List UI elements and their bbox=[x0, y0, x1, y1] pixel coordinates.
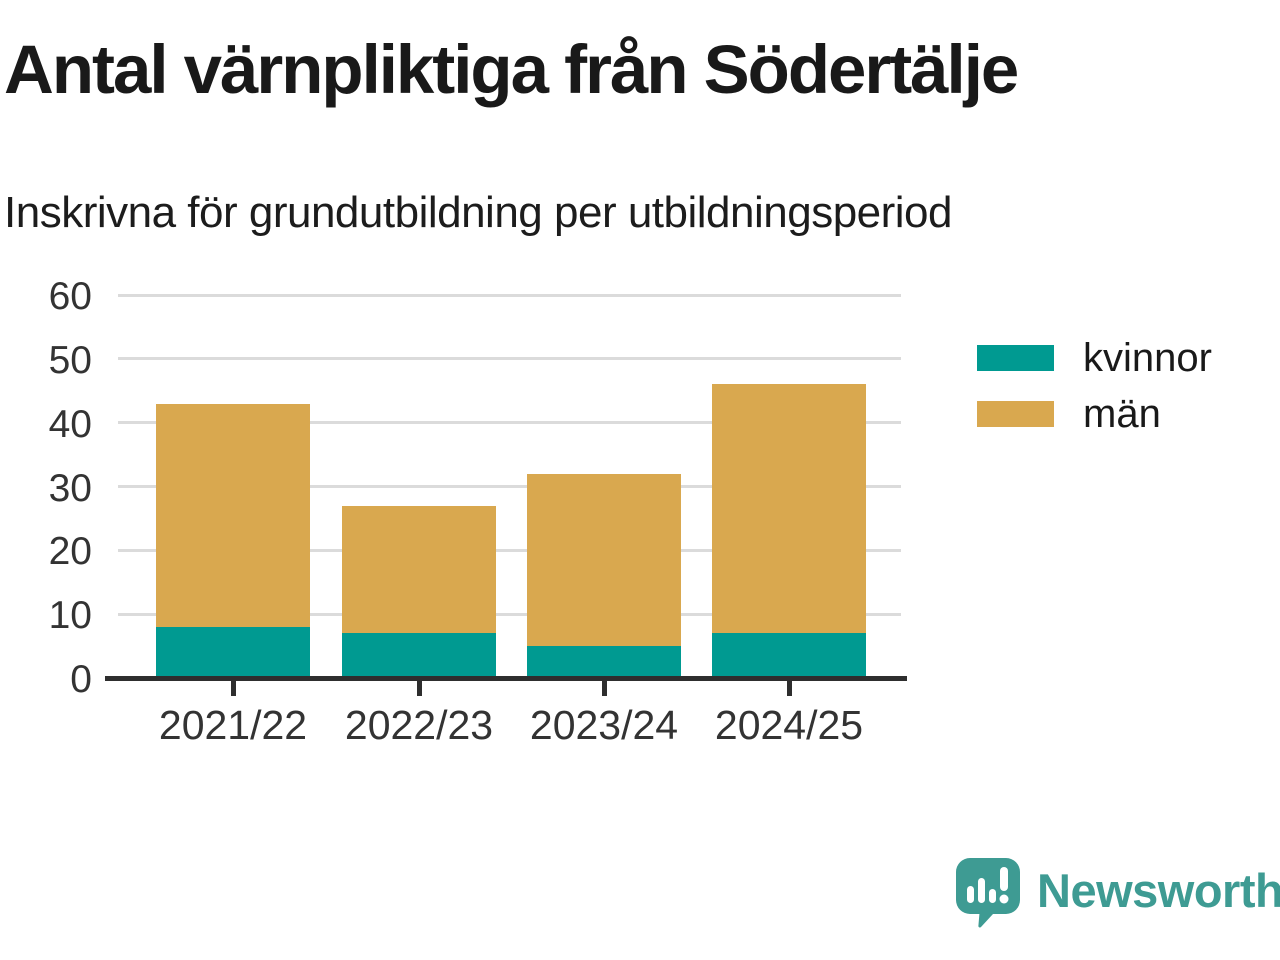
bar-segment-kvinnor bbox=[527, 646, 681, 678]
x-tick-label: 2022/23 bbox=[344, 702, 494, 748]
legend: kvinnor män bbox=[977, 330, 1212, 442]
gridline bbox=[118, 421, 901, 425]
y-tick-label: 0 bbox=[70, 658, 92, 701]
x-tick-mark bbox=[601, 681, 607, 696]
legend-swatch bbox=[977, 345, 1054, 371]
bar-segment-mn bbox=[156, 403, 310, 627]
bar-segment-kvinnor bbox=[156, 626, 310, 678]
bar-segment-mn bbox=[527, 473, 681, 647]
gridline bbox=[118, 548, 901, 552]
chart-title: Antal värnpliktiga från Södertälje bbox=[4, 31, 1019, 108]
y-tick-label: 30 bbox=[48, 466, 92, 510]
brand-footer: Newsworthy bbox=[954, 856, 1280, 933]
y-tick-label: 50 bbox=[48, 338, 92, 382]
legend-swatch bbox=[977, 401, 1054, 427]
chart-subtitle: Inskrivna för grundutbildning per utbild… bbox=[4, 188, 953, 237]
bar-segment-kvinnor bbox=[342, 633, 496, 678]
y-tick-label: 40 bbox=[48, 402, 92, 446]
bar-segment-kvinnor bbox=[712, 633, 866, 678]
gridline bbox=[118, 612, 901, 616]
y-tick-label: 10 bbox=[48, 594, 92, 638]
gridline bbox=[118, 485, 901, 488]
bar-segment-mn bbox=[342, 505, 496, 634]
y-tick-label: 20 bbox=[48, 530, 92, 574]
y-tick-label: 60 bbox=[48, 275, 92, 318]
gridline bbox=[118, 293, 901, 297]
x-tick-label: 2023/24 bbox=[529, 702, 679, 748]
x-tick-mark bbox=[416, 681, 422, 696]
legend-label: män bbox=[1083, 391, 1161, 436]
x-tick-mark bbox=[230, 681, 236, 696]
gridline bbox=[118, 357, 901, 361]
legend-label: kvinnor bbox=[1083, 335, 1212, 380]
x-tick-label: 2021/22 bbox=[158, 702, 308, 748]
x-axis-line bbox=[105, 676, 907, 681]
x-tick-mark bbox=[786, 681, 792, 696]
legend-item-kvinnor: kvinnor bbox=[977, 330, 1212, 386]
bar-segment-mn bbox=[712, 384, 866, 634]
brand-wordmark: Newsworthy bbox=[1037, 864, 1280, 917]
legend-item-mn: män bbox=[977, 386, 1212, 442]
x-tick-label: 2024/25 bbox=[714, 702, 864, 748]
newsworthy-logo-icon bbox=[954, 856, 1022, 933]
